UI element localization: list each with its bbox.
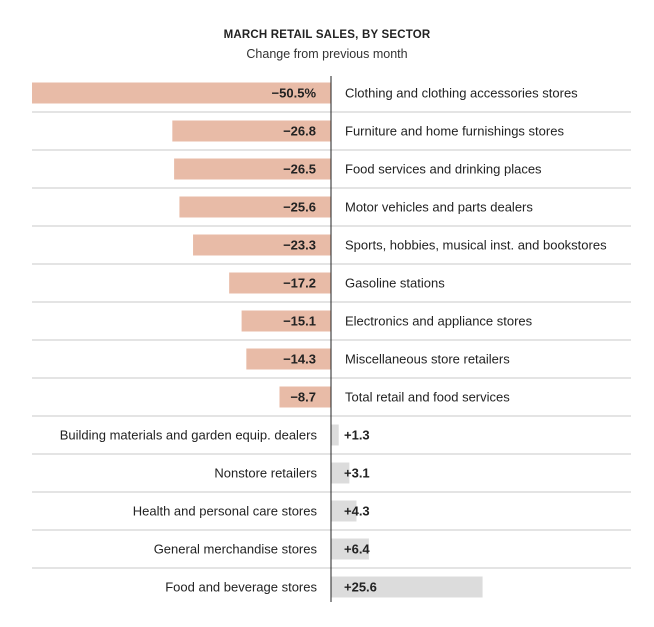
category-label: Nonstore retailers bbox=[214, 466, 317, 481]
category-label: Building materials and garden equip. dea… bbox=[60, 428, 318, 443]
data-label: −14.3 bbox=[283, 352, 316, 367]
bar bbox=[279, 386, 331, 408]
data-label: +4.3 bbox=[344, 504, 370, 519]
data-label: −15.1 bbox=[283, 314, 316, 329]
category-label: Sports, hobbies, musical inst. and books… bbox=[345, 238, 607, 253]
data-label: −25.6 bbox=[283, 200, 316, 215]
bar bbox=[172, 120, 331, 142]
data-label: +25.6 bbox=[344, 580, 377, 595]
data-label: −50.5% bbox=[272, 86, 317, 101]
category-label: Total retail and food services bbox=[345, 390, 510, 405]
bar bbox=[32, 82, 331, 104]
data-label: +3.1 bbox=[344, 466, 370, 481]
category-label: Furniture and home furnishings stores bbox=[345, 124, 564, 139]
category-label: Motor vehicles and parts dealers bbox=[345, 200, 533, 215]
bar bbox=[246, 348, 331, 370]
data-label: −8.7 bbox=[290, 390, 316, 405]
data-label: −23.3 bbox=[283, 238, 316, 253]
bar bbox=[331, 538, 369, 560]
bar bbox=[331, 462, 350, 484]
category-label: Food and beverage stores bbox=[165, 580, 317, 595]
chart-subtitle: Change from previous month bbox=[246, 47, 408, 61]
bar bbox=[331, 576, 483, 598]
data-label: −26.8 bbox=[283, 124, 316, 139]
category-label: Miscellaneous store retailers bbox=[345, 352, 510, 367]
data-label: +1.3 bbox=[344, 428, 370, 443]
category-label: Gasoline stations bbox=[345, 276, 445, 291]
data-label: +6.4 bbox=[344, 542, 370, 557]
bar bbox=[331, 500, 357, 522]
bar bbox=[193, 234, 331, 256]
chart-title: MARCH RETAIL SALES, BY SECTOR bbox=[223, 29, 431, 41]
category-label: Clothing and clothing accessories stores bbox=[345, 86, 578, 101]
category-label: Health and personal care stores bbox=[133, 504, 318, 519]
bar bbox=[229, 272, 331, 294]
bar bbox=[331, 424, 339, 446]
bar bbox=[174, 158, 331, 180]
data-label: −26.5 bbox=[283, 162, 316, 177]
data-label: −17.2 bbox=[283, 276, 316, 291]
category-label: Electronics and appliance stores bbox=[345, 314, 533, 329]
category-label: Food services and drinking places bbox=[345, 162, 542, 177]
bar bbox=[241, 310, 331, 332]
bar bbox=[179, 196, 331, 218]
category-label: General merchandise stores bbox=[154, 542, 318, 557]
